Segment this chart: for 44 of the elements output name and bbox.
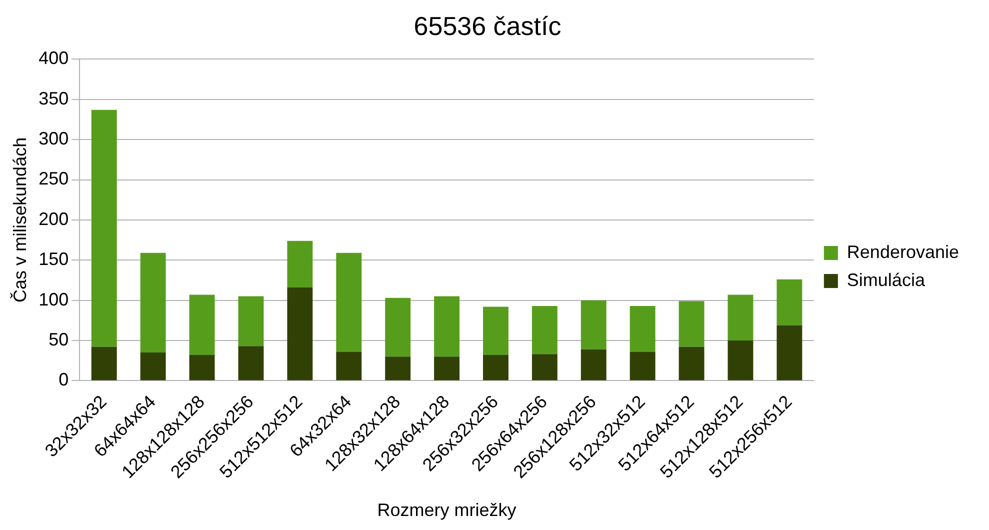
bar — [630, 352, 656, 380]
bar — [483, 306, 508, 355]
bar — [728, 294, 754, 341]
bar — [532, 306, 558, 354]
bar — [336, 352, 362, 380]
bar — [336, 252, 362, 352]
y-tick-label: 0 — [58, 370, 69, 390]
bar — [91, 346, 117, 380]
y-tick-label: 300 — [38, 128, 69, 149]
bar — [776, 279, 802, 326]
y-tick-label: 250 — [38, 168, 69, 189]
bar — [434, 356, 460, 380]
legend-label: Simulácia — [846, 270, 926, 290]
legend-label: Renderovanie — [846, 242, 959, 262]
bar — [434, 296, 460, 357]
bar — [678, 346, 704, 380]
y-tick-label: 200 — [38, 208, 69, 229]
y-tick-label: 150 — [38, 249, 69, 270]
bar — [630, 306, 656, 352]
bar — [483, 354, 508, 380]
bar — [287, 240, 313, 288]
bar — [678, 301, 704, 347]
bar — [532, 354, 558, 380]
x-axis-title: Rozmery mriežky — [377, 500, 516, 520]
bar — [189, 354, 215, 380]
bar — [238, 296, 264, 346]
bar — [91, 110, 117, 347]
y-tick-label: 50 — [48, 329, 69, 350]
bar — [580, 300, 606, 350]
chart-title: 65536 častíc — [414, 10, 562, 41]
bar — [580, 349, 606, 380]
bar — [385, 298, 411, 357]
y-tick-label: 100 — [38, 289, 69, 310]
y-axis-title: Čas v milisekundách — [10, 137, 30, 302]
bar — [140, 352, 166, 380]
bar — [140, 252, 166, 353]
bar — [238, 346, 264, 380]
y-tick-label: 400 — [38, 48, 69, 68]
bar — [385, 356, 411, 380]
y-tick-label: 350 — [38, 88, 69, 108]
bar — [776, 325, 802, 380]
bar — [189, 294, 215, 355]
bar — [728, 340, 754, 380]
bar — [287, 287, 313, 380]
